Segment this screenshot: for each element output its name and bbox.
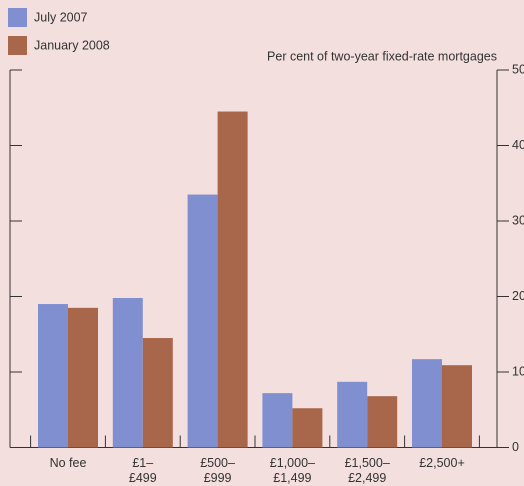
legend-label: January 2008 (34, 38, 110, 52)
x-tick-label: £500– £999 (200, 455, 235, 485)
legend-swatch (8, 8, 27, 27)
bar (187, 194, 218, 448)
x-tick-label: £2,500+ (419, 455, 465, 470)
bar (262, 393, 293, 448)
x-tick-label: £1– £499 (128, 455, 157, 485)
bar (412, 359, 442, 448)
bar (217, 111, 248, 448)
y-tick-label: 30 (512, 213, 524, 227)
bar (68, 307, 98, 448)
bar (292, 408, 323, 448)
legend-label: July 2007 (34, 10, 88, 24)
y-tick-label: 20 (512, 289, 524, 303)
bar (337, 381, 368, 448)
y-tick-label: 40 (512, 138, 524, 152)
bar (142, 338, 173, 448)
bar (367, 396, 398, 448)
x-tick-label: No fee (49, 455, 87, 470)
x-tick-label: £1,000– £1,499 (269, 455, 315, 485)
y-tick-label: 0 (512, 440, 519, 454)
unit-label: Per cent of two-year fixed-rate mortgage… (267, 49, 497, 63)
y-tick-label: 50 (512, 62, 524, 76)
bar (442, 365, 472, 448)
bar (112, 298, 143, 448)
y-tick-label: 10 (512, 364, 524, 378)
x-tick-label: £1,500– £2,499 (344, 455, 390, 485)
legend-swatch (8, 36, 27, 55)
bar (38, 304, 68, 448)
